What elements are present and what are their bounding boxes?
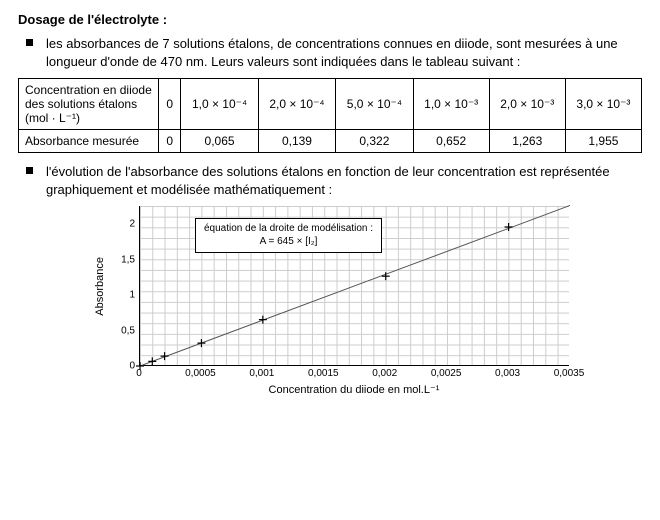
- plot-svg: [140, 206, 569, 365]
- bullet-list-2: l'évolution de l'absorbance des solution…: [18, 163, 642, 198]
- cell: 0,652: [413, 130, 489, 153]
- cell: 5,0 × 10⁻⁴: [336, 79, 413, 130]
- row2-label: Absorbance mesurée: [19, 130, 159, 153]
- cell: 1,0 × 10⁻⁴: [181, 79, 258, 130]
- x-ticks: 00,00050,0010,00150,0020,00250,0030,0035: [139, 366, 569, 382]
- cell: 0: [159, 130, 181, 153]
- cell: 3,0 × 10⁻³: [565, 79, 641, 130]
- x-axis-label: Concentration du diiode en mol.L⁻¹: [139, 383, 569, 396]
- cell: 0,139: [258, 130, 335, 153]
- bullet-1: les absorbances de 7 solutions étalons, …: [46, 35, 642, 70]
- cell: 2,0 × 10⁻³: [489, 79, 565, 130]
- cell: 0,065: [181, 130, 258, 153]
- table-row: Absorbance mesurée 0 0,065 0,139 0,322 0…: [19, 130, 642, 153]
- cell: 1,0 × 10⁻³: [413, 79, 489, 130]
- cell: 2,0 × 10⁻⁴: [258, 79, 335, 130]
- bullet-2: l'évolution de l'absorbance des solution…: [46, 163, 642, 198]
- bullet-list: les absorbances de 7 solutions étalons, …: [18, 35, 642, 70]
- cell: 0,322: [336, 130, 413, 153]
- table-row: Concentration en diiode des solutions ét…: [19, 79, 642, 130]
- plot-area: équation de la droite de modélisation : …: [139, 206, 569, 366]
- cell: 1,955: [565, 130, 641, 153]
- row1-label: Concentration en diiode des solutions ét…: [19, 79, 159, 130]
- cell: 1,263: [489, 130, 565, 153]
- y-axis-label: Absorbance: [94, 257, 106, 316]
- chart: Absorbance 00,511,52 équation de la droi…: [18, 206, 642, 396]
- y-ticks: 00,511,52: [109, 206, 139, 366]
- data-table: Concentration en diiode des solutions ét…: [18, 78, 642, 153]
- section-title: Dosage de l'électrolyte :: [18, 12, 642, 27]
- cell: 0: [159, 79, 181, 130]
